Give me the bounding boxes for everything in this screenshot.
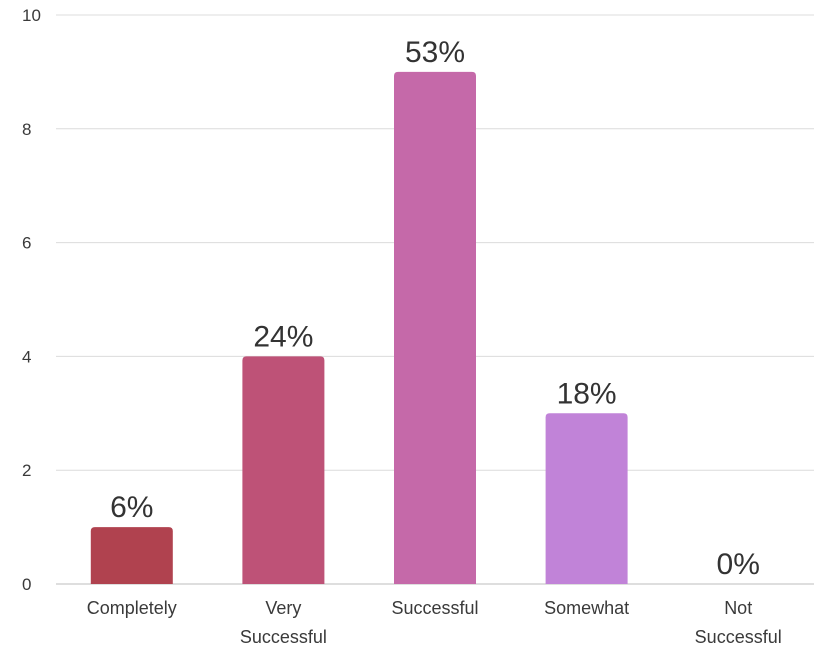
x-category-label: Somewhat bbox=[544, 598, 629, 618]
y-tick-label: 6 bbox=[22, 234, 31, 253]
bar bbox=[90, 527, 173, 584]
bar bbox=[545, 413, 628, 584]
x-category-label: Very Successful bbox=[240, 598, 327, 647]
data-label: 6% bbox=[110, 491, 153, 524]
data-label: 0% bbox=[717, 548, 760, 581]
bars bbox=[90, 71, 628, 584]
y-tick-label: 8 bbox=[22, 120, 31, 139]
y-tick-label: 4 bbox=[22, 347, 31, 366]
data-label: 53% bbox=[405, 36, 465, 69]
bar bbox=[242, 356, 325, 584]
x-category-label: Successful bbox=[391, 598, 478, 618]
data-label: 24% bbox=[253, 320, 313, 353]
y-tick-label: 10 bbox=[22, 6, 41, 25]
y-axis-tick-labels: 0 2 4 6 8 10 bbox=[22, 6, 41, 594]
data-labels: 6% 24% 53% 18% 0% bbox=[110, 36, 760, 581]
bar bbox=[394, 71, 476, 584]
y-tick-label: 2 bbox=[22, 461, 31, 480]
data-label: 18% bbox=[557, 377, 617, 410]
x-category-label: Completely bbox=[87, 598, 177, 618]
x-category-label: Not Successful bbox=[695, 598, 782, 647]
y-tick-label: 0 bbox=[22, 575, 31, 594]
x-axis-category-labels: Completely Very Successful Successful Somewh… bbox=[87, 598, 782, 647]
